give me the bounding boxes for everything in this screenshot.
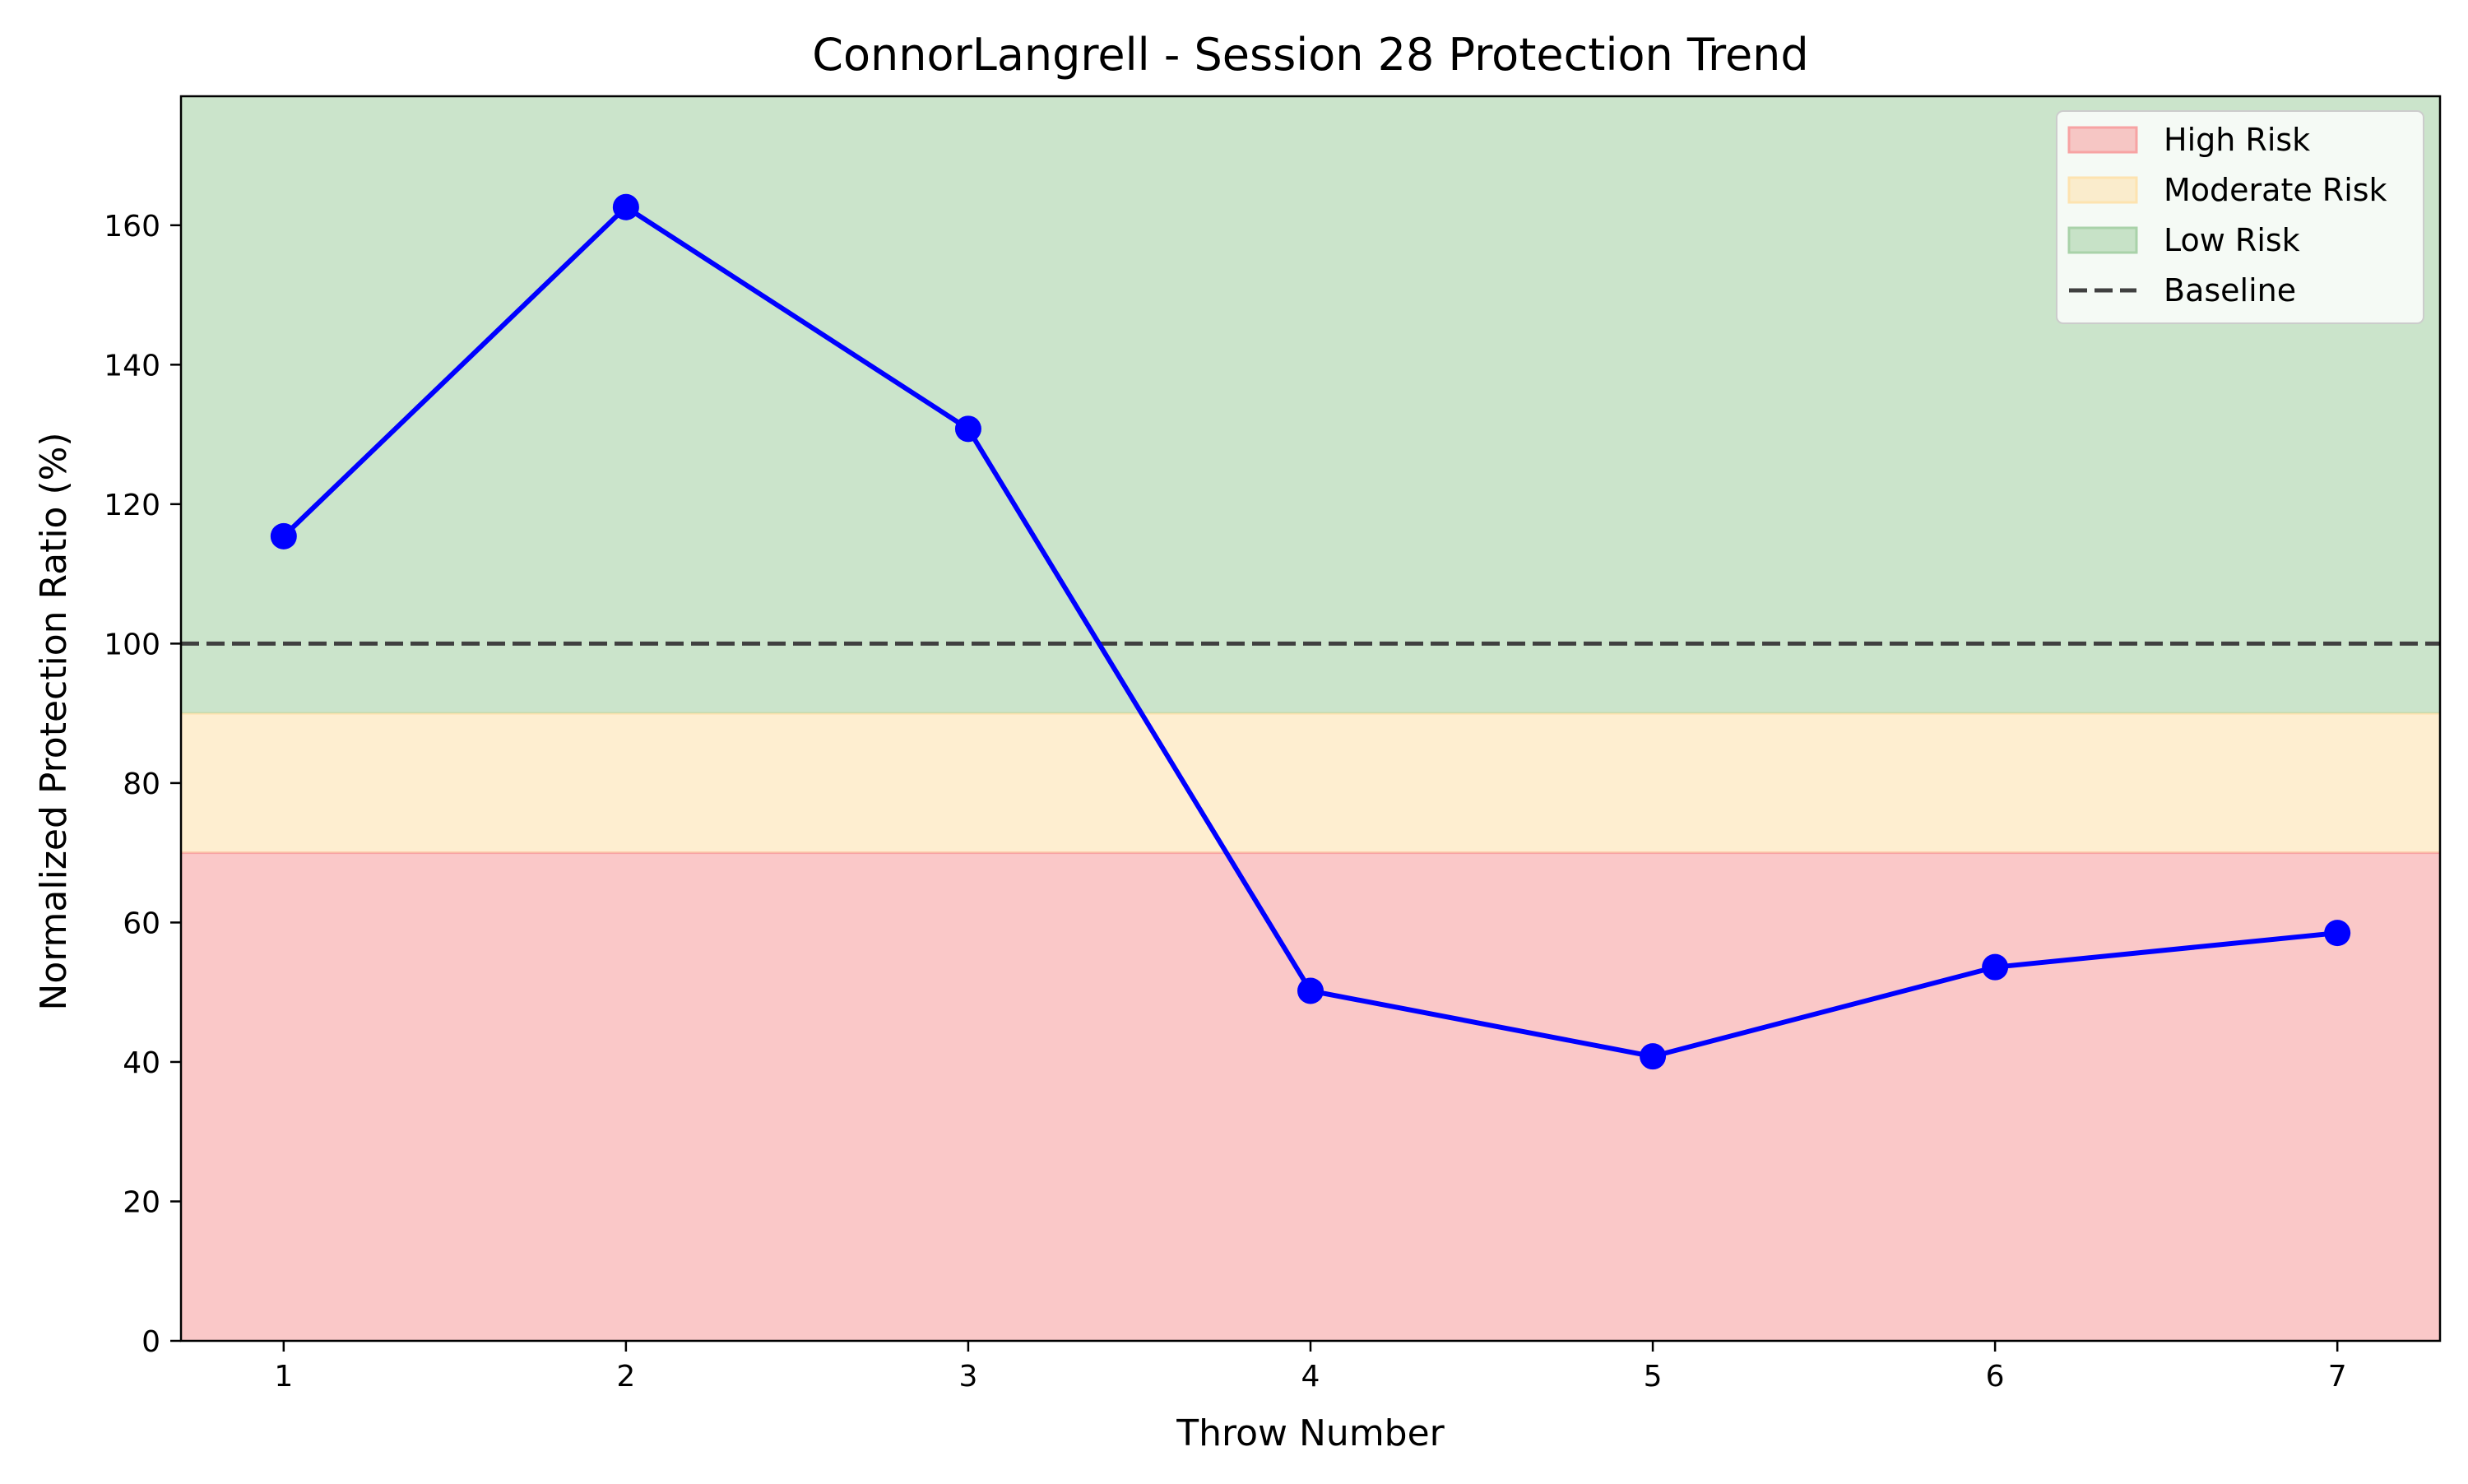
- legend-swatch-low-risk: [2067, 226, 2138, 254]
- x-axis-label: Throw Number: [1176, 1412, 1445, 1454]
- data-point-4: [1297, 977, 1324, 1004]
- legend-box: [2056, 110, 2424, 324]
- legend-swatch-high-risk: [2067, 126, 2138, 154]
- legend-swatch-moderate-risk: [2067, 176, 2138, 204]
- y-tick-label-0: 0: [141, 1325, 160, 1359]
- y-tick-label-60: 60: [123, 907, 160, 940]
- data-point-7: [2324, 920, 2351, 947]
- chart-title: ConnorLangrell - Session 28 Protection T…: [812, 29, 1808, 81]
- y-tick-label-100: 100: [104, 628, 160, 661]
- band-high-risk: [181, 852, 2440, 1341]
- y-tick-label-20: 20: [123, 1185, 160, 1219]
- y-tick-label-80: 80: [123, 768, 160, 801]
- data-point-3: [954, 415, 981, 443]
- x-tick-label-3: 3: [958, 1360, 977, 1394]
- legend-label-baseline: Baseline: [2164, 272, 2296, 308]
- y-axis-label: Normalized Protection Ratio (%): [33, 432, 75, 1010]
- x-tick-label-6: 6: [1986, 1360, 2005, 1394]
- data-point-1: [270, 522, 297, 550]
- y-axis-ticks: 0 20 40 60 80 100 120 140 160: [104, 210, 181, 1359]
- x-axis-ticks: 1 2 3 4 5 6 7: [274, 1341, 2347, 1394]
- y-tick-label-40: 40: [123, 1046, 160, 1080]
- y-tick-label-120: 120: [104, 489, 160, 522]
- data-point-2: [612, 193, 639, 220]
- x-tick-label-2: 2: [616, 1360, 635, 1394]
- x-tick-label-5: 5: [1644, 1360, 1663, 1394]
- legend-label-moderate-risk: Moderate Risk: [2164, 172, 2387, 208]
- data-point-5: [1640, 1043, 1667, 1070]
- x-tick-label-4: 4: [1301, 1360, 1320, 1394]
- data-point-6: [1982, 953, 2009, 981]
- legend: High Risk Moderate Risk Low Risk Baseline: [2056, 110, 2424, 324]
- y-tick-label-140: 140: [104, 349, 160, 383]
- band-moderate-risk: [181, 713, 2440, 853]
- x-tick-label-7: 7: [2328, 1360, 2347, 1394]
- series-layer: [270, 193, 2351, 1070]
- x-tick-label-1: 1: [274, 1360, 293, 1394]
- legend-label-low-risk: Low Risk: [2164, 222, 2300, 258]
- y-tick-label-160: 160: [104, 210, 160, 243]
- legend-label-high-risk: High Risk: [2164, 122, 2310, 158]
